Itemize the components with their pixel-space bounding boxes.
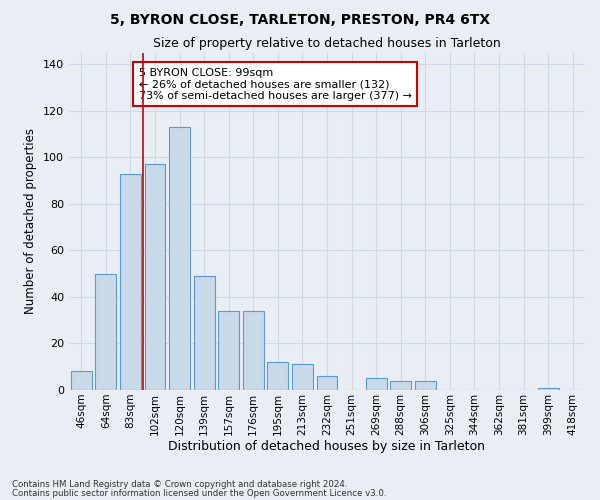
Bar bbox=[120, 174, 141, 390]
Bar bbox=[365, 378, 386, 390]
Bar bbox=[415, 380, 436, 390]
Bar bbox=[538, 388, 559, 390]
Bar bbox=[71, 372, 92, 390]
Text: Contains public sector information licensed under the Open Government Licence v3: Contains public sector information licen… bbox=[12, 488, 386, 498]
Bar bbox=[243, 311, 264, 390]
Bar bbox=[390, 380, 411, 390]
Bar bbox=[145, 164, 166, 390]
X-axis label: Distribution of detached houses by size in Tarleton: Distribution of detached houses by size … bbox=[169, 440, 485, 454]
Text: 5, BYRON CLOSE, TARLETON, PRESTON, PR4 6TX: 5, BYRON CLOSE, TARLETON, PRESTON, PR4 6… bbox=[110, 12, 490, 26]
Bar bbox=[95, 274, 116, 390]
Bar bbox=[268, 362, 289, 390]
Bar bbox=[317, 376, 337, 390]
Bar bbox=[169, 127, 190, 390]
Text: 5 BYRON CLOSE: 99sqm
← 26% of detached houses are smaller (132)
73% of semi-deta: 5 BYRON CLOSE: 99sqm ← 26% of detached h… bbox=[139, 68, 412, 101]
Title: Size of property relative to detached houses in Tarleton: Size of property relative to detached ho… bbox=[153, 37, 501, 50]
Y-axis label: Number of detached properties: Number of detached properties bbox=[25, 128, 37, 314]
Bar bbox=[292, 364, 313, 390]
Bar bbox=[218, 311, 239, 390]
Text: Contains HM Land Registry data © Crown copyright and database right 2024.: Contains HM Land Registry data © Crown c… bbox=[12, 480, 347, 489]
Bar bbox=[194, 276, 215, 390]
